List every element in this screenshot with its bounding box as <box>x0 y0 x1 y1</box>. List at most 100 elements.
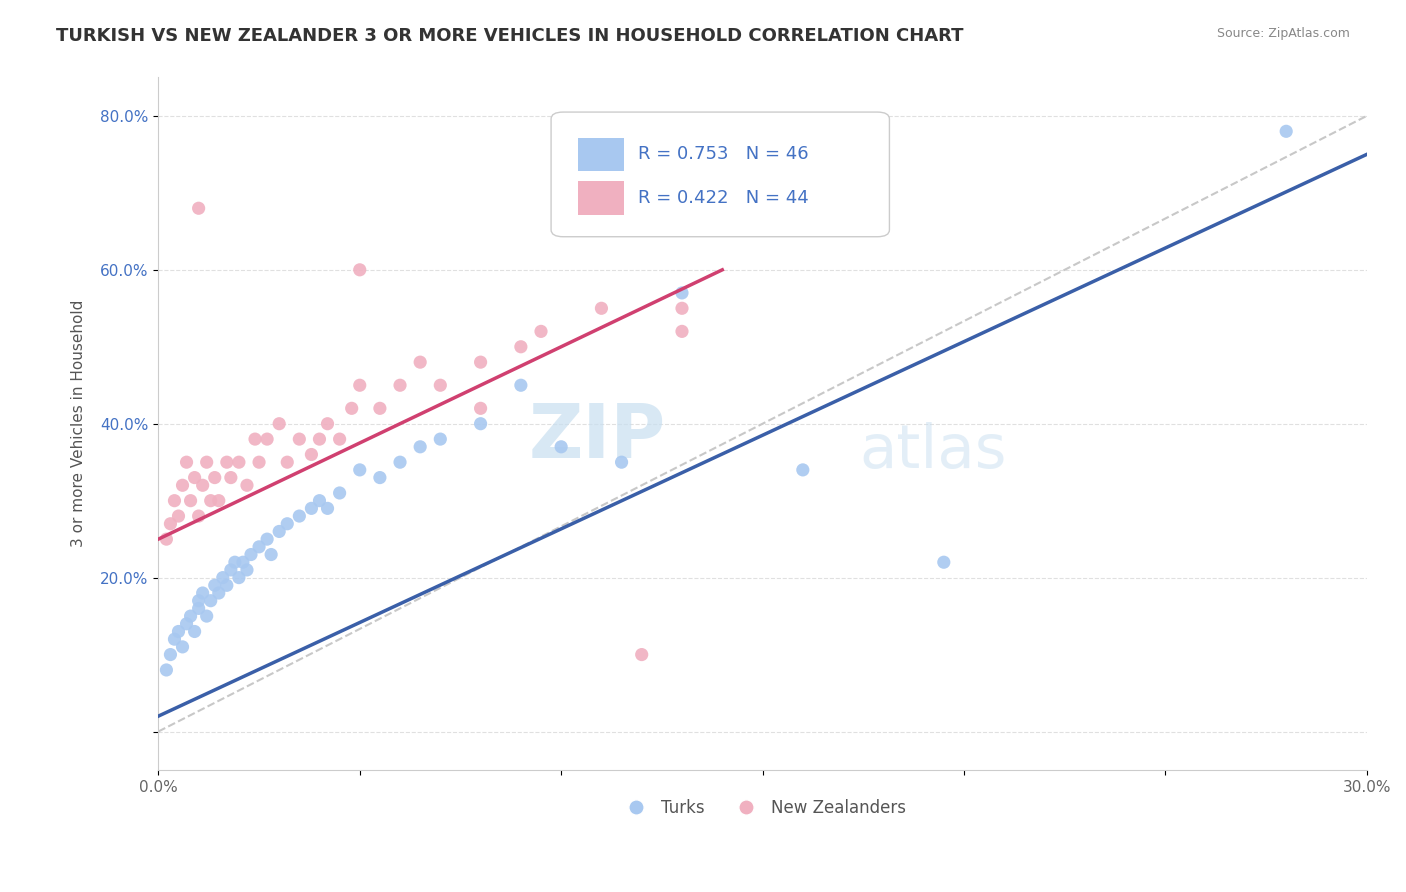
Point <box>630 648 652 662</box>
Point <box>792 463 814 477</box>
Point <box>187 593 209 607</box>
Point <box>167 509 190 524</box>
Point <box>208 493 231 508</box>
Point <box>276 516 298 531</box>
Text: atlas: atlas <box>859 422 1007 481</box>
Point <box>247 540 270 554</box>
Point <box>215 578 238 592</box>
Point <box>409 355 432 369</box>
Point <box>243 432 266 446</box>
Point <box>204 470 226 484</box>
FancyBboxPatch shape <box>578 181 624 215</box>
FancyBboxPatch shape <box>551 112 890 236</box>
Point <box>610 455 633 469</box>
Point <box>204 578 226 592</box>
Point <box>299 448 322 462</box>
Point <box>288 509 311 524</box>
Point <box>349 262 371 277</box>
Point <box>159 648 181 662</box>
Point <box>176 616 198 631</box>
Point <box>509 378 531 392</box>
Text: Source: ZipAtlas.com: Source: ZipAtlas.com <box>1216 27 1350 40</box>
Point <box>368 401 391 416</box>
Point <box>155 663 177 677</box>
Point <box>191 478 214 492</box>
Point <box>349 378 371 392</box>
Point <box>180 493 202 508</box>
Text: R = 0.753   N = 46: R = 0.753 N = 46 <box>638 145 808 163</box>
Point <box>308 493 330 508</box>
Point <box>224 555 246 569</box>
Point <box>163 632 186 647</box>
Y-axis label: 3 or more Vehicles in Household: 3 or more Vehicles in Household <box>72 300 86 548</box>
Point <box>240 548 263 562</box>
Point <box>176 455 198 469</box>
Point <box>429 378 451 392</box>
Point <box>269 417 291 431</box>
Point <box>228 571 250 585</box>
Point <box>256 432 278 446</box>
Point <box>329 432 352 446</box>
Point <box>269 524 291 539</box>
Point <box>247 455 270 469</box>
Point <box>187 509 209 524</box>
Point <box>1275 124 1298 138</box>
FancyBboxPatch shape <box>578 137 624 171</box>
Point <box>389 455 412 469</box>
Point <box>187 601 209 615</box>
Point <box>329 486 352 500</box>
Point <box>236 563 259 577</box>
Point <box>228 455 250 469</box>
Point <box>288 432 311 446</box>
Point <box>200 593 222 607</box>
Point <box>671 301 693 316</box>
Point <box>172 478 194 492</box>
Point <box>671 285 693 300</box>
Point <box>316 417 339 431</box>
Point <box>172 640 194 654</box>
Legend: Turks, New Zealanders: Turks, New Zealanders <box>613 793 912 824</box>
Point <box>340 401 363 416</box>
Point <box>349 463 371 477</box>
Point <box>299 501 322 516</box>
Point <box>159 516 181 531</box>
Text: R = 0.422   N = 44: R = 0.422 N = 44 <box>638 189 808 207</box>
Point <box>219 563 242 577</box>
Point <box>470 401 492 416</box>
Point <box>183 624 205 639</box>
Point <box>195 455 218 469</box>
Point <box>470 417 492 431</box>
Text: ZIP: ZIP <box>529 401 666 474</box>
Point <box>232 555 254 569</box>
Point <box>429 432 451 446</box>
Point <box>163 493 186 508</box>
Point <box>368 470 391 484</box>
Point <box>509 340 531 354</box>
Point <box>187 201 209 215</box>
Point <box>389 378 412 392</box>
Text: TURKISH VS NEW ZEALANDER 3 OR MORE VEHICLES IN HOUSEHOLD CORRELATION CHART: TURKISH VS NEW ZEALANDER 3 OR MORE VEHIC… <box>56 27 963 45</box>
Point <box>260 548 283 562</box>
Point <box>530 324 553 338</box>
Point <box>215 455 238 469</box>
Point <box>211 571 233 585</box>
Point <box>183 470 205 484</box>
Point <box>167 624 190 639</box>
Point <box>195 609 218 624</box>
Point <box>409 440 432 454</box>
Point <box>180 609 202 624</box>
Point <box>191 586 214 600</box>
Point <box>276 455 298 469</box>
Point <box>550 440 572 454</box>
Point <box>236 478 259 492</box>
Point <box>316 501 339 516</box>
Point <box>671 324 693 338</box>
Point <box>155 532 177 546</box>
Point <box>470 355 492 369</box>
Point <box>208 586 231 600</box>
Point <box>256 532 278 546</box>
Point <box>591 301 613 316</box>
Point <box>932 555 955 569</box>
Point <box>200 493 222 508</box>
Point <box>219 470 242 484</box>
